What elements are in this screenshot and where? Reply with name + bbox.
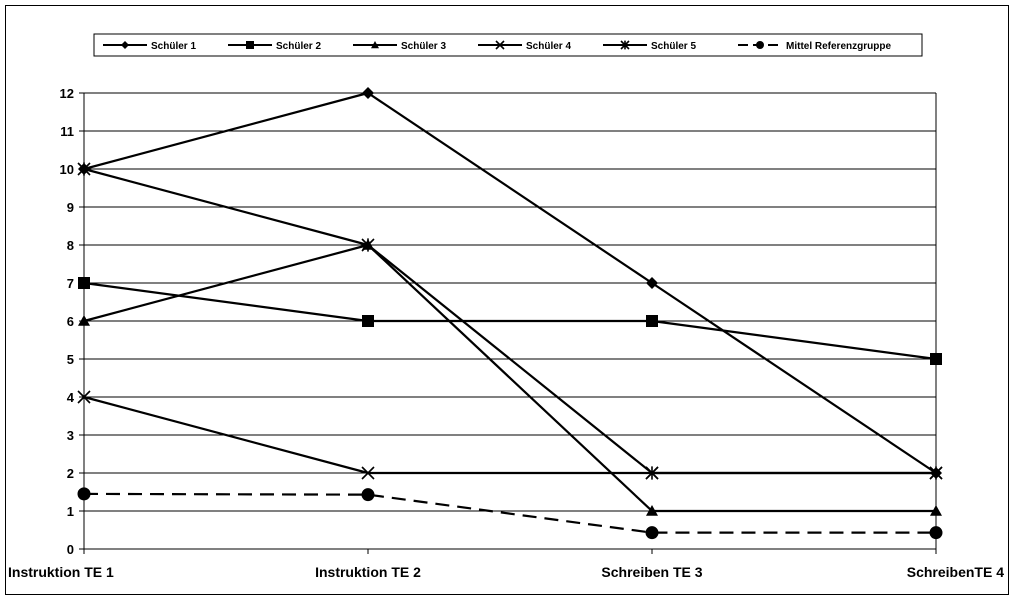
series-line bbox=[83, 281, 937, 361]
gridlines bbox=[84, 92, 936, 512]
legend-marker bbox=[371, 41, 379, 49]
y-tick-label: 3 bbox=[67, 428, 74, 443]
legend-item: Schüler 5 bbox=[603, 40, 696, 52]
y-tick-label: 5 bbox=[67, 352, 74, 367]
legend-item: Schüler 2 bbox=[228, 41, 321, 52]
y-tick-label: 7 bbox=[67, 276, 74, 291]
y-tick-label: 12 bbox=[60, 86, 74, 101]
y-tick-label: 0 bbox=[67, 542, 74, 557]
data-point bbox=[361, 488, 375, 502]
legend-marker bbox=[246, 41, 254, 49]
legend-marker bbox=[620, 40, 630, 50]
series-line bbox=[83, 91, 937, 474]
legend-item: Schüler 4 bbox=[478, 40, 571, 52]
y-tick-label: 2 bbox=[67, 466, 74, 481]
data-point bbox=[77, 162, 91, 176]
data-point bbox=[929, 466, 943, 480]
y-tick-label: 6 bbox=[67, 314, 74, 329]
x-tick-label: Schreiben TE 3 bbox=[601, 564, 702, 580]
data-point bbox=[77, 390, 91, 404]
legend-label: Schüler 4 bbox=[526, 41, 571, 52]
y-tick-label: 9 bbox=[67, 200, 74, 215]
series-line bbox=[83, 167, 936, 475]
legend-marker bbox=[495, 40, 505, 50]
legend-label: Mittel Referenzgruppe bbox=[786, 41, 891, 52]
data-point bbox=[78, 315, 90, 326]
data-point bbox=[645, 526, 659, 540]
data-point bbox=[78, 277, 90, 289]
data-point bbox=[930, 353, 942, 365]
legend-marker bbox=[756, 41, 764, 49]
data-point bbox=[929, 526, 943, 540]
series-layer bbox=[77, 87, 943, 540]
legend-item: Schüler 3 bbox=[353, 41, 446, 52]
x-tick-label: Instruktion TE 2 bbox=[315, 564, 421, 580]
x-tick-label: Instruktion TE 1 bbox=[8, 564, 114, 580]
line-chart: Schüler 1 Schüler 2 Schüler 3 Schüler 4 Schü… bbox=[8, 33, 1004, 580]
y-tick-label: 10 bbox=[60, 162, 74, 177]
series-line bbox=[83, 243, 936, 513]
y-tick-label: 8 bbox=[67, 238, 74, 253]
y-tick-label: 11 bbox=[60, 124, 74, 139]
series-line bbox=[83, 492, 936, 534]
data-point bbox=[646, 505, 658, 516]
data-point bbox=[77, 487, 91, 501]
legend-label: Schüler 3 bbox=[401, 41, 446, 52]
y-tick-label: 1 bbox=[67, 504, 74, 519]
series-6 bbox=[77, 487, 943, 540]
x-tick-label: SchreibenTE 4 bbox=[907, 564, 1004, 580]
chart-frame: Schüler 1 Schüler 2 Schüler 3 Schüler 4 Schü… bbox=[5, 5, 1009, 595]
data-point bbox=[362, 315, 374, 327]
legend-label: Schüler 1 bbox=[151, 41, 196, 52]
series-5 bbox=[77, 162, 943, 480]
legend-item: Schüler 1 bbox=[103, 41, 196, 52]
axes bbox=[79, 92, 937, 554]
legend-label: Schüler 2 bbox=[276, 41, 321, 52]
data-point bbox=[361, 238, 375, 252]
data-point bbox=[930, 505, 942, 516]
legend-marker bbox=[121, 41, 129, 49]
y-tick-label: 4 bbox=[67, 390, 75, 405]
series-3 bbox=[78, 239, 942, 516]
data-point bbox=[646, 277, 658, 289]
data-point bbox=[362, 87, 374, 99]
legend-label: Schüler 5 bbox=[651, 41, 696, 52]
data-point bbox=[361, 466, 375, 480]
legend: Schüler 1 Schüler 2 Schüler 3 Schüler 4 Schü… bbox=[93, 33, 923, 57]
data-point bbox=[645, 466, 659, 480]
series-2 bbox=[78, 277, 942, 365]
legend-item: Mittel Referenzgruppe bbox=[738, 41, 891, 52]
data-point bbox=[646, 315, 658, 327]
